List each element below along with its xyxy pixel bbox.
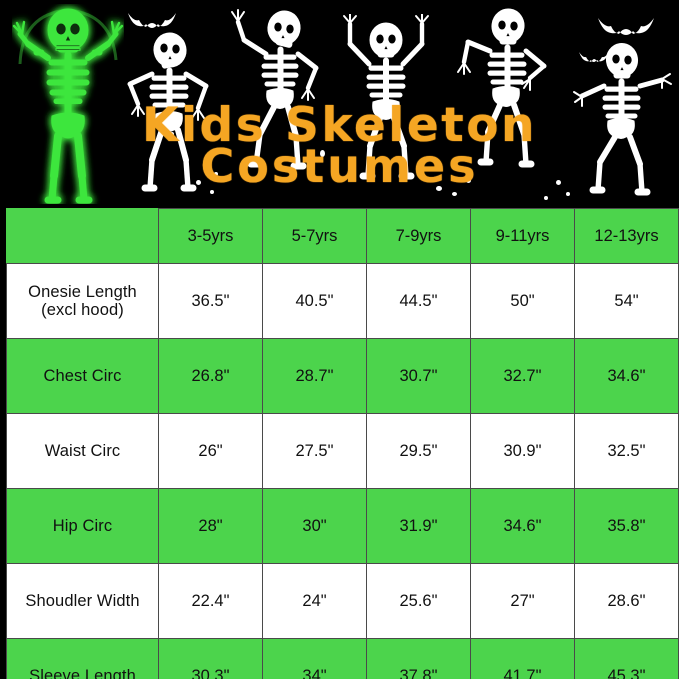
glow-skeleton-graphic bbox=[12, 4, 124, 208]
cell-waist-circ-5-7yrs: 27.5" bbox=[262, 413, 367, 489]
confetti-dot bbox=[544, 196, 548, 200]
header-corner-cell bbox=[6, 208, 159, 264]
confetti-dot bbox=[452, 192, 457, 196]
confetti-dot bbox=[196, 180, 201, 185]
cell-shoulder-width-9-11yrs: 27" bbox=[470, 563, 575, 639]
cell-hip-circ-12-13yrs: 35.8" bbox=[574, 488, 679, 564]
cell-chest-circ-3-5yrs: 26.8" bbox=[158, 338, 263, 414]
cell-sleeve-length-3-5yrs: 30.3" bbox=[158, 638, 263, 679]
bat-3-icon bbox=[578, 50, 610, 71]
table-header-row: 3-5yrs 5-7yrs 7-9yrs 9-11yrs 12-13yrs bbox=[6, 208, 679, 264]
table-row-chest-circ: Chest Circ 26.8" 28.7" 30.7" 32.7" 34.6" bbox=[6, 338, 679, 414]
confetti-dot bbox=[466, 178, 471, 183]
hero-banner: Kids Skeleton Costumes bbox=[0, 0, 679, 208]
size-chart-container: 3-5yrs 5-7yrs 7-9yrs 9-11yrs 12-13yrs On… bbox=[0, 208, 679, 679]
row-label-hip-circ: Hip Circ bbox=[6, 488, 159, 564]
column-header-5-7yrs: 5-7yrs bbox=[262, 208, 367, 264]
column-header-7-9yrs: 7-9yrs bbox=[366, 208, 471, 264]
cell-onesie-length-5-7yrs: 40.5" bbox=[262, 263, 367, 339]
cell-waist-circ-12-13yrs: 32.5" bbox=[574, 413, 679, 489]
cell-hip-circ-5-7yrs: 30" bbox=[262, 488, 367, 564]
cell-chest-circ-12-13yrs: 34.6" bbox=[574, 338, 679, 414]
cell-shoulder-width-5-7yrs: 24" bbox=[262, 563, 367, 639]
size-chart-table: 3-5yrs 5-7yrs 7-9yrs 9-11yrs 12-13yrs On… bbox=[6, 208, 679, 679]
table-row-onesie-length: Onesie Length (excl hood) 36.5" 40.5" 44… bbox=[6, 263, 679, 339]
cell-sleeve-length-5-7yrs: 34" bbox=[262, 638, 367, 679]
bat-1-icon bbox=[126, 10, 178, 39]
confetti-dot bbox=[334, 162, 338, 168]
cell-waist-circ-7-9yrs: 29.5" bbox=[366, 413, 471, 489]
cell-chest-circ-7-9yrs: 30.7" bbox=[366, 338, 471, 414]
cell-hip-circ-3-5yrs: 28" bbox=[158, 488, 263, 564]
column-header-9-11yrs: 9-11yrs bbox=[470, 208, 575, 264]
dancing-skeleton-4-graphic bbox=[452, 4, 556, 185]
dancing-skeleton-1-graphic bbox=[118, 28, 218, 205]
cell-shoulder-width-7-9yrs: 25.6" bbox=[366, 563, 471, 639]
cell-waist-circ-9-11yrs: 30.9" bbox=[470, 413, 575, 489]
column-header-3-5yrs: 3-5yrs bbox=[158, 208, 263, 264]
confetti-dot bbox=[566, 192, 570, 196]
row-label-onesie-length: Onesie Length (excl hood) bbox=[6, 263, 159, 339]
cell-chest-circ-5-7yrs: 28.7" bbox=[262, 338, 367, 414]
confetti-dot bbox=[556, 180, 561, 185]
confetti-dot bbox=[436, 186, 442, 191]
cell-hip-circ-9-11yrs: 34.6" bbox=[470, 488, 575, 564]
row-label-waist-circ: Waist Circ bbox=[6, 413, 159, 489]
cell-sleeve-length-7-9yrs: 37.8" bbox=[366, 638, 471, 679]
cell-onesie-length-12-13yrs: 54" bbox=[574, 263, 679, 339]
column-header-12-13yrs: 12-13yrs bbox=[574, 208, 679, 264]
row-label-shoulder-width: Shoudler Width bbox=[6, 563, 159, 639]
row-label-line2: (excl hood) bbox=[41, 301, 124, 319]
cell-sleeve-length-9-11yrs: 41.7" bbox=[470, 638, 575, 679]
cell-chest-circ-9-11yrs: 32.7" bbox=[470, 338, 575, 414]
cell-onesie-length-9-11yrs: 50" bbox=[470, 263, 575, 339]
dancing-skeleton-5-graphic bbox=[570, 40, 674, 208]
cell-onesie-length-7-9yrs: 44.5" bbox=[366, 263, 471, 339]
table-row-sleeve-length: Sleeve Length 30.3" 34" 37.8" 41.7" 45.3… bbox=[6, 638, 679, 679]
confetti-dot bbox=[320, 150, 325, 157]
confetti-dot bbox=[214, 172, 218, 176]
row-label-chest-circ: Chest Circ bbox=[6, 338, 159, 414]
cell-waist-circ-3-5yrs: 26" bbox=[158, 413, 263, 489]
cell-shoulder-width-12-13yrs: 28.6" bbox=[574, 563, 679, 639]
table-row-waist-circ: Waist Circ 26" 27.5" 29.5" 30.9" 32.5" bbox=[6, 413, 679, 489]
table-row-hip-circ: Hip Circ 28" 30" 31.9" 34.6" 35.8" bbox=[6, 488, 679, 564]
row-label-sleeve-length: Sleeve Length bbox=[6, 638, 159, 679]
cell-onesie-length-3-5yrs: 36.5" bbox=[158, 263, 263, 339]
confetti-dot bbox=[210, 190, 214, 194]
confetti-dot bbox=[156, 120, 160, 124]
dancing-skeleton-2-graphic bbox=[222, 6, 326, 189]
confetti-dot bbox=[170, 132, 174, 136]
table-row-shoulder-width: Shoudler Width 22.4" 24" 25.6" 27" 28.6" bbox=[6, 563, 679, 639]
confetti-dot bbox=[204, 160, 209, 165]
bat-2-icon bbox=[596, 14, 656, 45]
row-label-line1: Onesie Length bbox=[28, 282, 137, 301]
cell-shoulder-width-3-5yrs: 22.4" bbox=[158, 563, 263, 639]
cell-hip-circ-7-9yrs: 31.9" bbox=[366, 488, 471, 564]
cell-sleeve-length-12-13yrs: 45.3" bbox=[574, 638, 679, 679]
dancing-skeleton-3-graphic bbox=[336, 13, 436, 195]
